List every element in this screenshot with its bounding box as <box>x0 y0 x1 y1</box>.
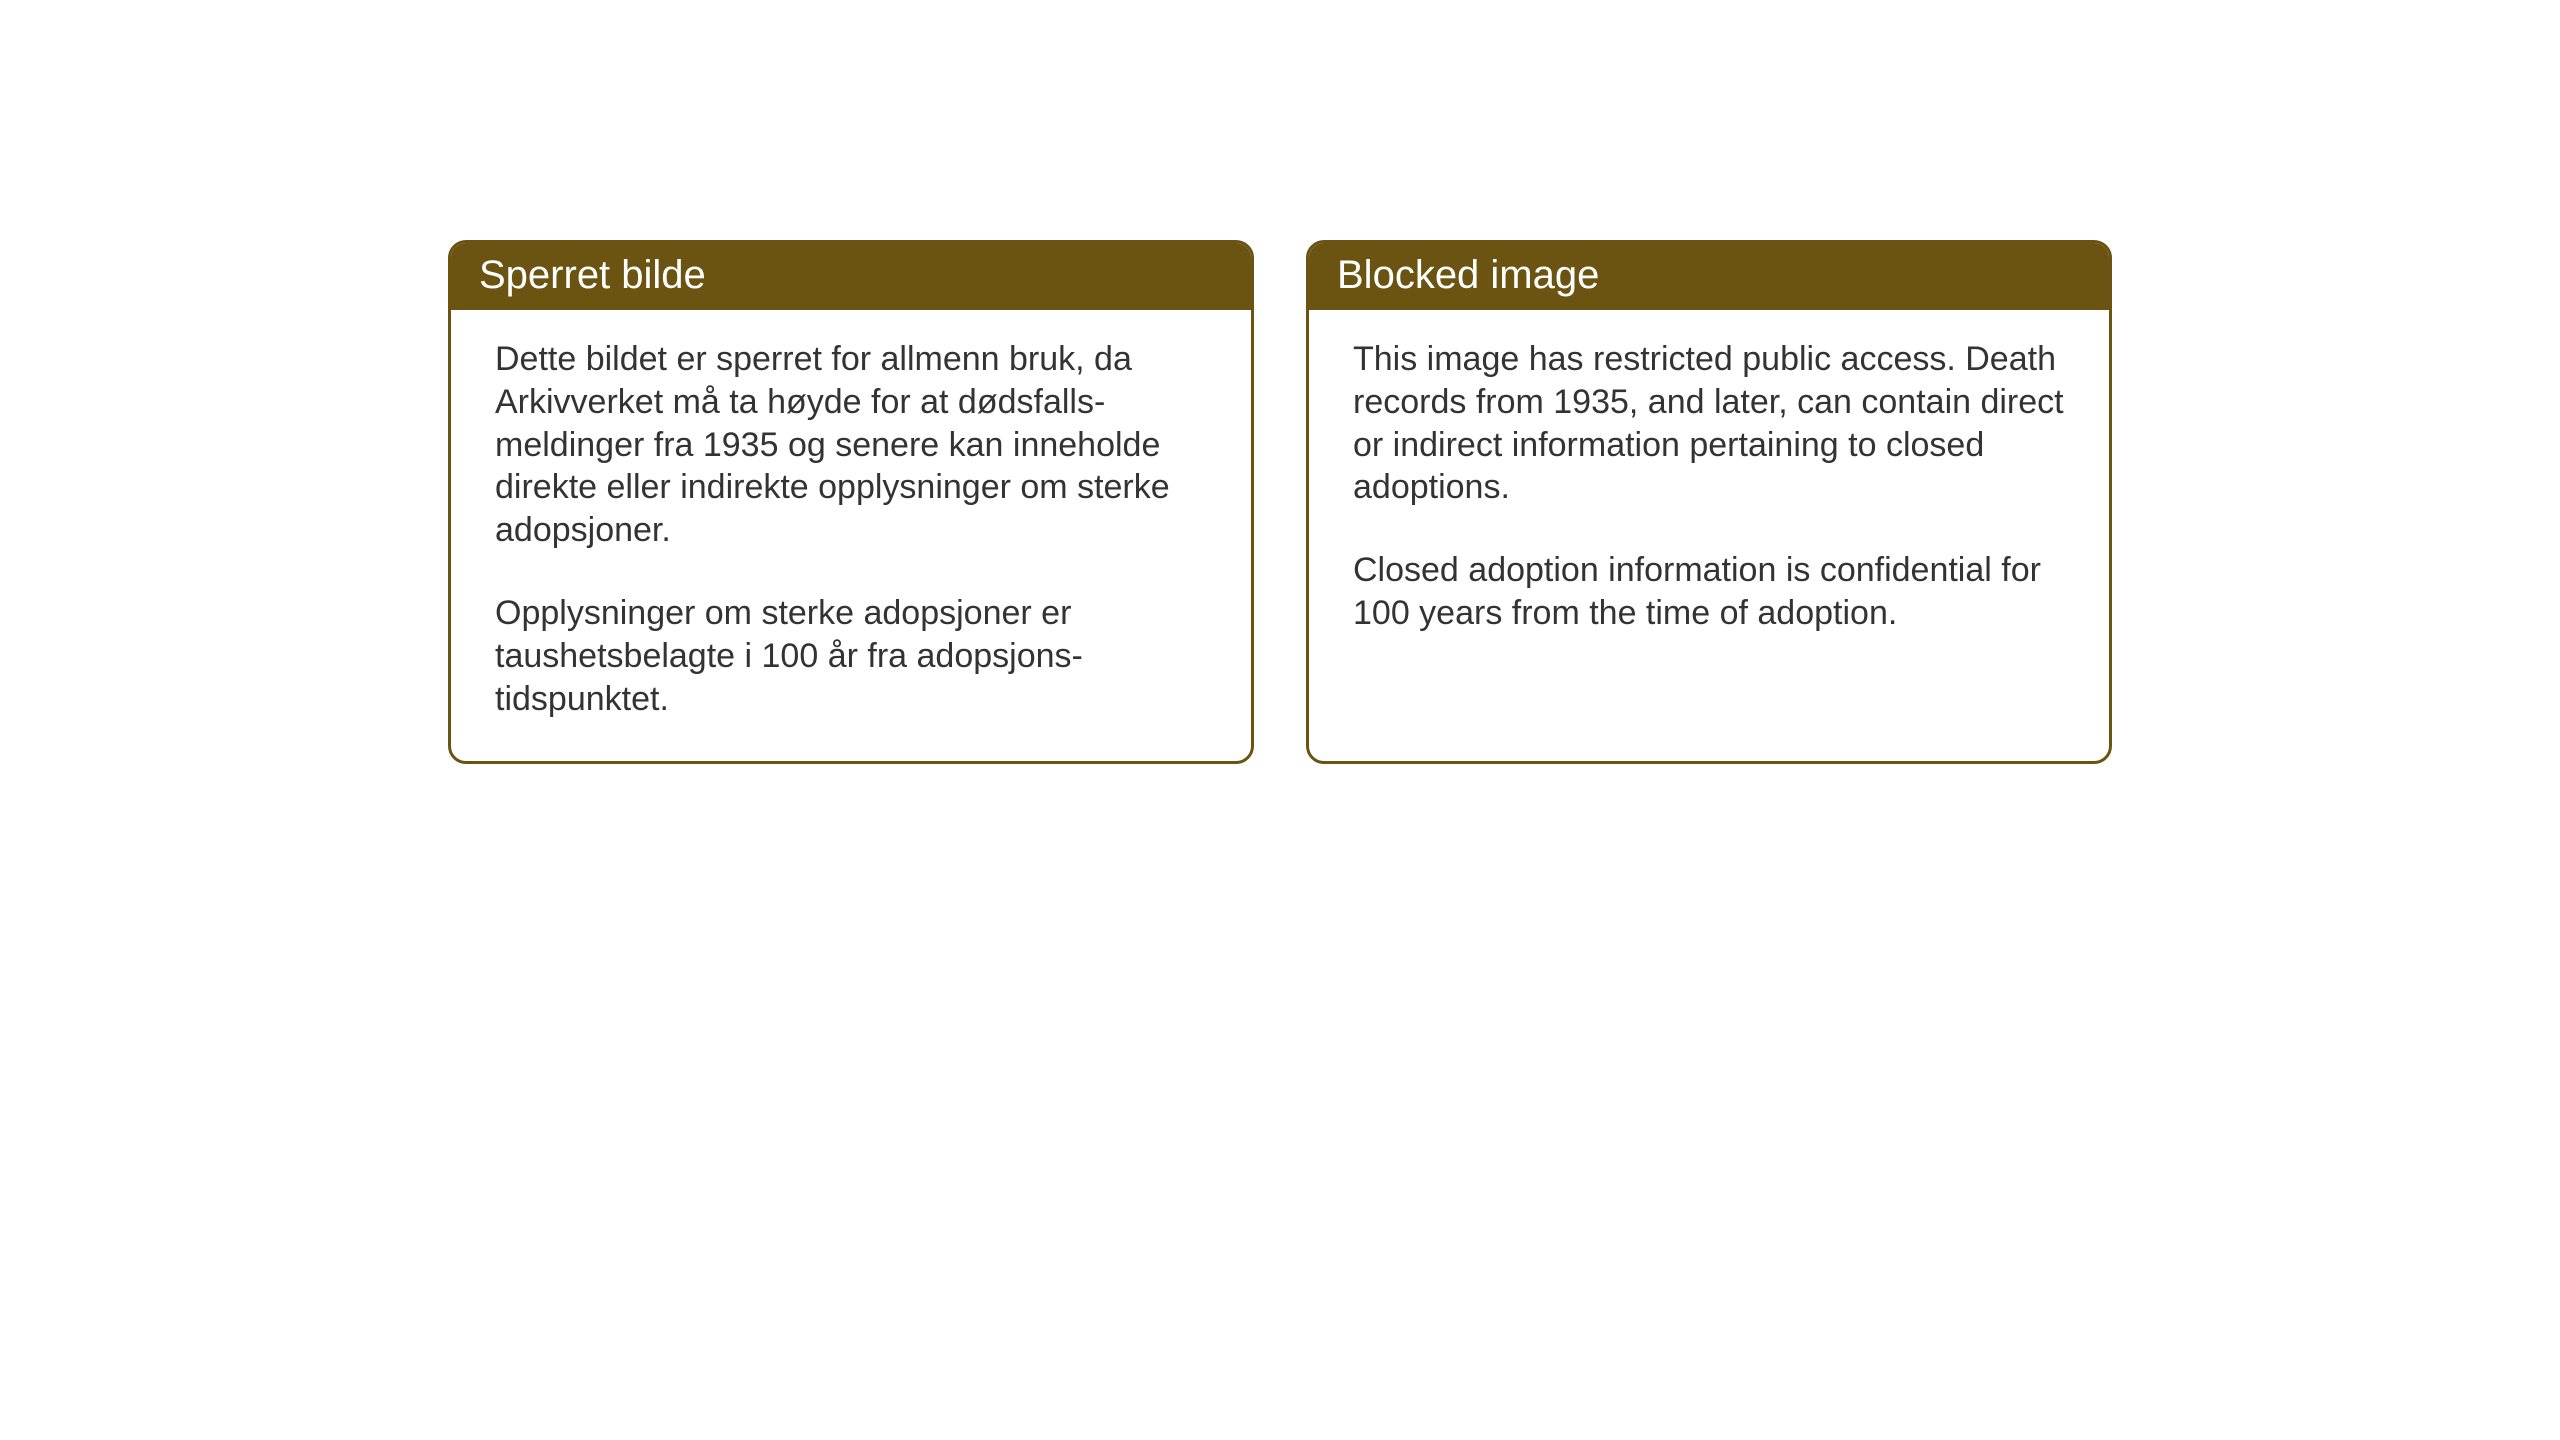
card-english: Blocked image This image has restricted … <box>1306 240 2112 764</box>
card-english-title: Blocked image <box>1337 253 1599 297</box>
card-english-paragraph2: Closed adoption information is confident… <box>1353 549 2065 635</box>
card-norwegian: Sperret bilde Dette bildet er sperret fo… <box>448 240 1254 764</box>
card-norwegian-paragraph1: Dette bildet er sperret for allmenn bruk… <box>495 338 1207 552</box>
card-english-header: Blocked image <box>1309 243 2109 310</box>
cards-container: Sperret bilde Dette bildet er sperret fo… <box>448 240 2112 764</box>
card-norwegian-body: Dette bildet er sperret for allmenn bruk… <box>451 310 1251 761</box>
card-norwegian-title: Sperret bilde <box>479 253 706 297</box>
card-english-body: This image has restricted public access.… <box>1309 310 2109 675</box>
card-norwegian-header: Sperret bilde <box>451 243 1251 310</box>
card-english-paragraph1: This image has restricted public access.… <box>1353 338 2065 509</box>
card-norwegian-paragraph2: Opplysninger om sterke adopsjoner er tau… <box>495 592 1207 720</box>
